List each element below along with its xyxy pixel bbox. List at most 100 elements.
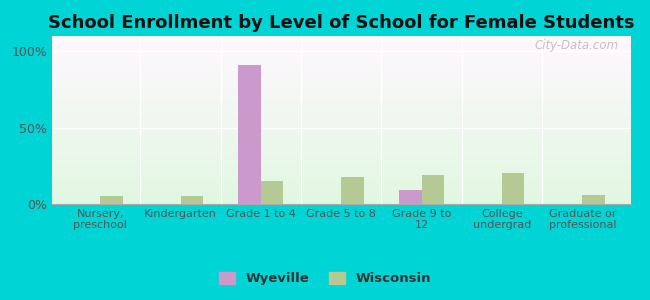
Bar (52, 74, 630, 75)
Bar (52, 71, 630, 72)
Bar (52, 41, 630, 42)
Bar (52, 44, 630, 45)
Bar (52, 54, 630, 55)
Bar (52, 87, 630, 88)
Bar (52, 55, 630, 56)
Bar (52, 126, 630, 127)
Bar (52, 173, 630, 174)
Bar (52, 138, 630, 139)
Bar (52, 60, 630, 61)
Bar (52, 109, 630, 110)
Bar (52, 178, 630, 179)
Bar (52, 142, 630, 143)
Bar (52, 113, 630, 114)
Bar (52, 69, 630, 70)
Bar (52, 128, 630, 129)
Bar (52, 52, 630, 53)
Bar (52, 143, 630, 144)
Bar (52, 63, 630, 64)
Bar (181, 196, 203, 204)
Bar (52, 174, 630, 175)
Bar (52, 195, 630, 196)
Bar (52, 67, 630, 68)
Bar (52, 157, 630, 158)
Bar (52, 137, 630, 138)
Bar (52, 72, 630, 73)
Bar (52, 159, 630, 160)
Bar (52, 96, 630, 97)
Bar (52, 190, 630, 191)
Bar (52, 160, 630, 161)
Bar (52, 95, 630, 96)
Bar (582, 195, 604, 204)
Bar (52, 78, 630, 79)
Bar (52, 100, 630, 101)
Bar (52, 188, 630, 189)
Bar (52, 89, 630, 90)
Bar (52, 51, 630, 52)
Bar (52, 91, 630, 92)
Bar (52, 103, 630, 104)
Bar (52, 198, 630, 199)
Bar (52, 168, 630, 169)
Bar (52, 146, 630, 147)
Bar (52, 124, 630, 125)
Bar (52, 156, 630, 157)
Bar (52, 56, 630, 57)
Bar (52, 141, 630, 142)
Bar (52, 49, 630, 50)
Bar (52, 94, 630, 95)
Bar (52, 193, 630, 194)
Bar (52, 161, 630, 162)
Bar (52, 104, 630, 105)
Bar (52, 115, 630, 116)
Bar (52, 59, 630, 60)
Bar (52, 66, 630, 67)
Bar (52, 200, 630, 201)
Bar (52, 116, 630, 117)
Bar (52, 202, 630, 203)
Bar (52, 64, 630, 65)
Bar (52, 136, 630, 137)
Text: City-Data.com: City-Data.com (535, 39, 619, 52)
Bar (52, 184, 630, 185)
Bar (52, 99, 630, 100)
Bar (52, 171, 630, 172)
Bar (52, 82, 630, 83)
Bar (52, 81, 630, 82)
Bar (52, 144, 630, 145)
Bar (52, 199, 630, 200)
Bar (52, 167, 630, 168)
Bar (52, 46, 630, 47)
Bar (52, 169, 630, 170)
Bar (52, 112, 630, 113)
Bar (52, 65, 630, 66)
Bar (52, 153, 630, 154)
Bar (52, 172, 630, 173)
Bar (399, 190, 422, 204)
Bar (52, 70, 630, 71)
Bar (52, 149, 630, 150)
Bar (52, 196, 630, 197)
Bar (52, 177, 630, 178)
Bar (52, 203, 630, 204)
Bar (52, 98, 630, 99)
Bar (52, 170, 630, 171)
Bar (52, 130, 630, 131)
Bar (52, 191, 630, 192)
Bar (261, 181, 283, 204)
Bar (52, 38, 630, 39)
Bar (52, 85, 630, 86)
Bar (52, 45, 630, 46)
Bar (52, 145, 630, 146)
Bar (52, 102, 630, 103)
Bar (52, 80, 630, 81)
Bar (52, 151, 630, 152)
Bar (52, 197, 630, 198)
Bar (52, 90, 630, 91)
Bar (52, 125, 630, 126)
Bar (52, 101, 630, 102)
Bar (52, 120, 630, 121)
Bar (52, 77, 630, 78)
Bar (52, 139, 630, 140)
